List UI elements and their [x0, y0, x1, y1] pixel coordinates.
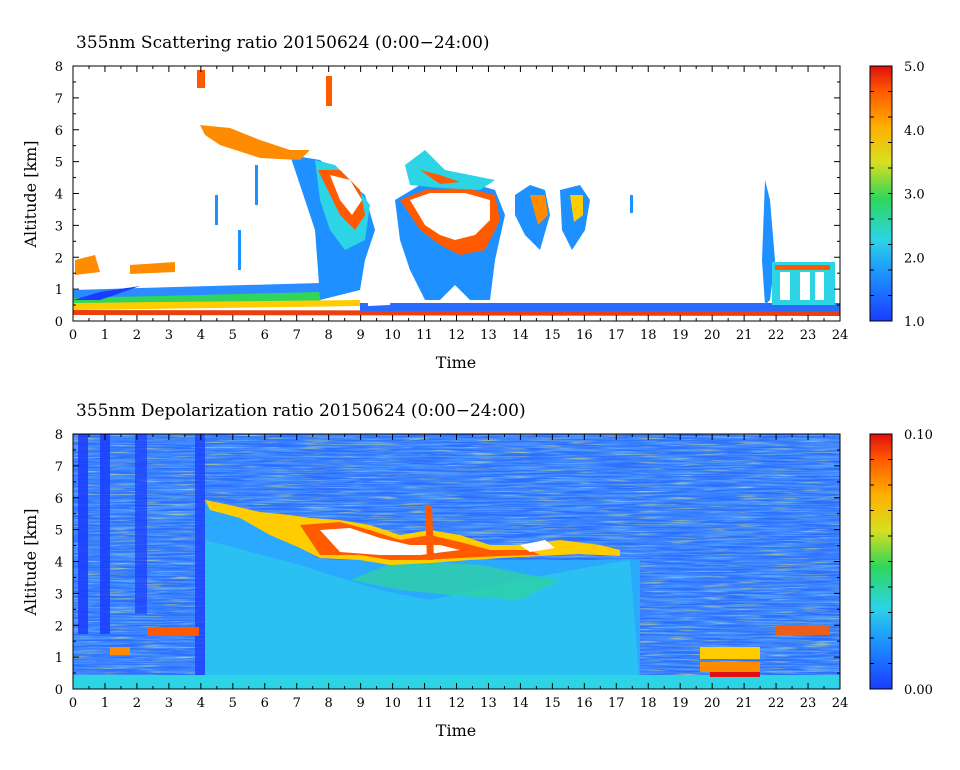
scattering-xtick-label: 3 [165, 328, 173, 343]
depolarization-xtick-label: 23 [800, 696, 817, 711]
depolarization-heatmap [73, 434, 840, 689]
depolarization-ytick-label: 6 [55, 492, 63, 507]
depolarization-xtick-label: 24 [832, 696, 849, 711]
scattering-ytick-label: 5 [55, 156, 63, 171]
scattering-ytick-label: 7 [55, 92, 63, 107]
depolarization-ytick-label: 8 [55, 428, 63, 443]
scattering-xtick-label: 24 [832, 328, 849, 343]
scattering-ytick-label: 3 [55, 219, 63, 234]
scattering-xtick-label: 22 [768, 328, 785, 343]
scattering-ytick-label: 0 [55, 315, 63, 330]
scattering-ytick-label: 2 [55, 251, 63, 266]
scattering-xtick-label: 13 [480, 328, 497, 343]
depolarization-xtick-label: 14 [512, 696, 529, 711]
scattering-xtick-label: 9 [356, 328, 364, 343]
depolarization-xtick-label: 8 [325, 696, 333, 711]
depolarization-colorbar-label: 0.10 [904, 428, 933, 443]
depolarization-xtick-label: 16 [576, 696, 593, 711]
scattering-heatmap [73, 66, 840, 321]
panel-scattering: 355nm Scattering ratio 20150624 (0:00−24… [21, 33, 925, 372]
depolarization-x-axis: 0 1 2 3 4 5 6 7 8 9 10 11 12 13 14 15 16 17 18 19 20 21 22 23 24 [69, 434, 848, 711]
depolarization-xtick-label: 9 [356, 696, 364, 711]
scattering-xtick-label: 0 [69, 328, 77, 343]
depolarization-colorbar-labels: 0.00 0.10 [870, 428, 933, 698]
scattering-ylabel: Altitude [km] [21, 140, 40, 248]
scattering-y-axis: 0 1 2 3 4 5 6 7 8 [55, 60, 840, 330]
depolarization-xtick-label: 0 [69, 696, 77, 711]
depolarization-xtick-label: 11 [416, 696, 433, 711]
depolarization-xtick-label: 4 [197, 696, 205, 711]
scattering-xtick-label: 15 [544, 328, 561, 343]
depolarization-xtick-label: 2 [133, 696, 141, 711]
scattering-colorbar-label: 3.0 [904, 188, 925, 203]
depolarization-xtick-label: 17 [608, 696, 625, 711]
scattering-xtick-label: 8 [325, 328, 333, 343]
scattering-xtick-label: 11 [416, 328, 433, 343]
scattering-xtick-label: 7 [293, 328, 301, 343]
scattering-x-axis: 0 1 2 3 4 5 6 7 8 9 10 11 12 13 14 15 16 17 18 19 20 21 22 23 24 [69, 66, 848, 343]
scattering-xtick-label: 17 [608, 328, 625, 343]
scattering-xtick-label: 6 [261, 328, 269, 343]
depolarization-ytick-label: 0 [55, 683, 63, 698]
scattering-colorbar-label: 5.0 [904, 60, 925, 75]
scattering-xtick-label: 18 [640, 328, 657, 343]
scattering-xtick-label: 16 [576, 328, 593, 343]
depolarization-xtick-label: 6 [261, 696, 269, 711]
depolarization-xtick-label: 7 [293, 696, 301, 711]
scattering-ytick-label: 8 [55, 60, 63, 75]
scattering-xtick-label: 14 [512, 328, 529, 343]
depolarization-xtick-label: 12 [448, 696, 465, 711]
scattering-xlabel: Time [436, 353, 476, 372]
scattering-xtick-label: 20 [704, 328, 721, 343]
scattering-colorbar-label: 4.0 [904, 124, 925, 139]
depolarization-colorbar-label: 0.00 [904, 683, 933, 698]
depolarization-ytick-label: 2 [55, 619, 63, 634]
panel-title-depolarization: 355nm Depolarization ratio 20150624 (0:0… [76, 401, 526, 421]
scattering-colorbar-labels: 1.0 2.0 3.0 4.0 5.0 [870, 60, 925, 330]
depolarization-ytick-label: 4 [55, 556, 63, 571]
scattering-xtick-label: 4 [197, 328, 205, 343]
depolarization-ylabel: Altitude [km] [21, 508, 40, 616]
scattering-xtick-label: 5 [229, 328, 237, 343]
depolarization-xtick-label: 20 [704, 696, 721, 711]
depolarization-xtick-label: 18 [640, 696, 657, 711]
depolarization-xtick-label: 21 [736, 696, 753, 711]
scattering-xtick-label: 2 [133, 328, 141, 343]
scattering-xtick-label: 10 [384, 328, 401, 343]
depolarization-xtick-label: 1 [101, 696, 109, 711]
depolarization-ytick-label: 1 [55, 651, 63, 666]
depolarization-ytick-label: 7 [55, 460, 63, 475]
depolarization-xtick-label: 22 [768, 696, 785, 711]
panel-title-scattering: 355nm Scattering ratio 20150624 (0:00−24… [76, 33, 490, 53]
scattering-ytick-label: 1 [55, 283, 63, 298]
depolarization-xtick-label: 15 [544, 696, 561, 711]
scattering-xtick-label: 21 [736, 328, 753, 343]
scattering-xtick-label: 23 [800, 328, 817, 343]
depolarization-ytick-label: 3 [55, 587, 63, 602]
depolarization-xtick-label: 5 [229, 696, 237, 711]
scattering-ytick-label: 6 [55, 124, 63, 139]
depolarization-xtick-label: 3 [165, 696, 173, 711]
depolarization-xtick-label: 13 [480, 696, 497, 711]
depolarization-ytick-label: 5 [55, 524, 63, 539]
depolarization-xtick-label: 10 [384, 696, 401, 711]
scattering-xtick-label: 1 [101, 328, 109, 343]
scattering-xtick-label: 19 [672, 328, 689, 343]
depolarization-xtick-label: 19 [672, 696, 689, 711]
depolarization-xlabel: Time [436, 721, 476, 740]
scattering-colorbar-label: 2.0 [904, 251, 925, 266]
scattering-ytick-label: 4 [55, 188, 63, 203]
depolarization-y-axis: 0 1 2 3 4 5 6 7 8 [55, 428, 840, 698]
scattering-colorbar-label: 1.0 [904, 315, 925, 330]
panel-depolarization: 355nm Depolarization ratio 20150624 (0:0… [21, 401, 933, 740]
scattering-xtick-label: 12 [448, 328, 465, 343]
